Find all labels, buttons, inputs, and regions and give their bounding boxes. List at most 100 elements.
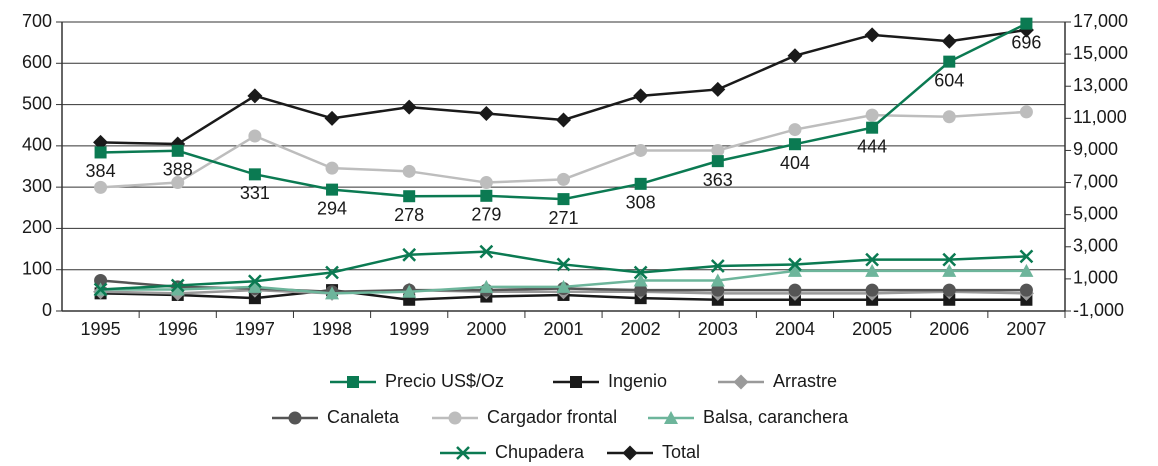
legend-label: Cargador frontal <box>487 407 617 427</box>
marker <box>557 193 570 206</box>
y2-tick-label: 9,000 <box>1073 139 1118 159</box>
series-line <box>100 22 1027 201</box>
x-tick-label: 2006 <box>929 319 969 339</box>
data-label: 294 <box>317 198 347 218</box>
legend-item: Precio US$/Oz <box>330 371 504 391</box>
data-label: 696 <box>1011 32 1041 52</box>
y-tick-label: 500 <box>22 93 52 113</box>
data-label: 404 <box>780 153 810 173</box>
y2-tick-label: 11,000 <box>1073 107 1127 127</box>
legend-item: Canaleta <box>272 407 400 427</box>
marker <box>402 284 417 298</box>
y2-tick-label: 1,000 <box>1073 268 1118 288</box>
legend-item: Ingenio <box>553 371 667 391</box>
marker <box>634 177 647 190</box>
marker <box>1020 17 1033 30</box>
marker <box>865 283 879 297</box>
marker <box>248 292 261 305</box>
x-tick-label: 1996 <box>158 319 198 339</box>
legend-item: Cargador frontal <box>432 407 617 427</box>
legend-item: Chupadera <box>440 442 585 462</box>
marker <box>94 180 108 194</box>
marker <box>325 286 340 300</box>
y2-tick-label: 13,000 <box>1073 75 1128 95</box>
data-label: 388 <box>163 160 193 180</box>
legend-label: Ingenio <box>608 371 667 391</box>
legend-label: Precio US$/Oz <box>385 371 504 391</box>
marker <box>93 134 109 150</box>
marker <box>664 411 678 424</box>
series <box>94 105 1033 194</box>
y-tick-label: 300 <box>22 176 52 196</box>
marker <box>633 273 648 287</box>
marker <box>788 138 801 151</box>
series <box>93 244 1034 297</box>
legend-label: Arrastre <box>773 371 837 391</box>
marker <box>787 48 803 64</box>
marker <box>710 273 725 287</box>
marker <box>248 274 262 289</box>
marker <box>478 106 494 122</box>
marker <box>633 88 649 104</box>
marker <box>711 155 724 168</box>
marker <box>325 161 339 175</box>
marker <box>943 293 956 306</box>
marker <box>942 283 956 297</box>
marker <box>865 263 880 277</box>
marker <box>788 257 802 272</box>
marker <box>634 283 648 297</box>
marker <box>942 263 957 277</box>
marker <box>556 279 571 293</box>
legend-item: Arrastre <box>718 371 837 391</box>
marker <box>942 110 956 124</box>
marker <box>170 278 185 293</box>
marker <box>733 374 749 390</box>
y2-tick-label: 17,000 <box>1073 11 1128 31</box>
marker <box>942 252 957 267</box>
marker <box>170 282 185 296</box>
marker <box>865 252 879 267</box>
marker <box>248 168 261 181</box>
marker <box>787 263 802 277</box>
marker <box>288 411 302 425</box>
marker <box>94 273 108 287</box>
marker <box>711 283 725 297</box>
data-label: 363 <box>703 170 733 190</box>
marker <box>247 88 263 104</box>
series: 384 388 331 294 278 279 271 308 363 404 444 604 696 <box>86 17 1041 228</box>
marker <box>456 446 470 460</box>
x-tick-label: 2003 <box>698 319 738 339</box>
marker <box>403 190 416 203</box>
data-label: 384 <box>86 161 116 181</box>
x-tick-label: 2000 <box>466 319 506 339</box>
y2-tick-label: 15,000 <box>1073 43 1128 63</box>
marker <box>171 176 185 190</box>
x-tick-label: 1999 <box>389 319 429 339</box>
x-tick-label: 2002 <box>621 319 661 339</box>
x-tick-label: 2007 <box>1006 319 1046 339</box>
marker <box>556 112 571 128</box>
marker <box>710 259 725 273</box>
marker <box>402 164 416 178</box>
y-tick-label: 0 <box>42 300 52 320</box>
data-label: 271 <box>548 208 578 228</box>
legend-item: Balsa, caranchera <box>648 407 849 427</box>
y-tick-label: 700 <box>22 11 52 31</box>
data-label: 279 <box>471 205 501 225</box>
data-label: 278 <box>394 205 424 225</box>
marker <box>941 33 957 49</box>
y2-tick-label: 3,000 <box>1073 236 1118 256</box>
marker <box>94 146 107 159</box>
x-tick-label: 1997 <box>235 319 275 339</box>
x-tick-label: 2005 <box>852 319 892 339</box>
marker <box>93 282 108 297</box>
y2-tick-label: 5,000 <box>1073 203 1118 223</box>
marker <box>1019 283 1033 297</box>
x-tick-label: 1998 <box>312 319 352 339</box>
marker <box>1019 263 1034 277</box>
marker <box>325 265 339 280</box>
x-tick-label: 2001 <box>543 319 583 339</box>
legend-label: Total <box>662 442 700 462</box>
marker <box>1019 249 1034 264</box>
y-tick-label: 200 <box>22 217 52 237</box>
